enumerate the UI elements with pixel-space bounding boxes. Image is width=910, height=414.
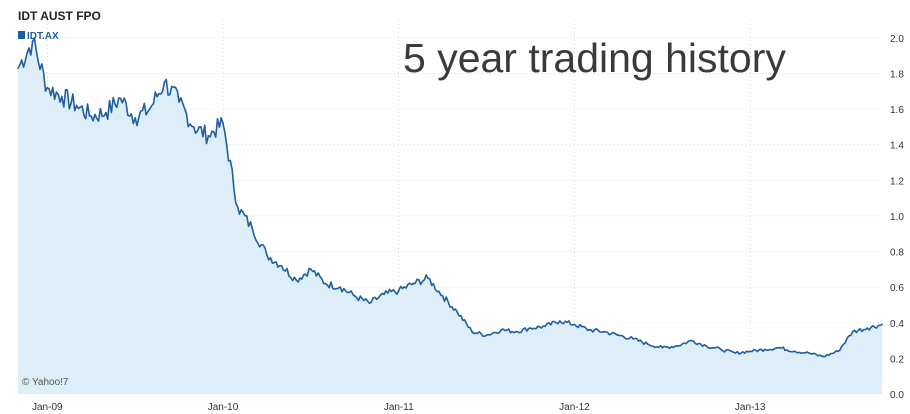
y-tick-label: 0.6 — [890, 283, 904, 294]
data-point — [661, 346, 664, 349]
data-point — [529, 327, 532, 329]
data-point — [192, 126, 195, 128]
data-point — [822, 355, 825, 358]
data-point — [397, 289, 400, 292]
data-point — [881, 323, 883, 326]
x-tick-label: Jan-11 — [384, 402, 414, 413]
data-point — [720, 348, 722, 351]
data-point — [573, 323, 576, 326]
x-axis: Jan-09 Jan-10 Jan-11 Jan-12 Jan-13 — [32, 402, 766, 413]
data-point — [500, 329, 503, 331]
y-axis: 0.0 0.2 0.4 0.6 0.8 1.0 1.2 1.4 1.6 1.8 2.0 — [890, 34, 904, 401]
data-point — [427, 277, 429, 280]
plot-area — [17, 37, 883, 394]
data-point — [676, 345, 678, 347]
series-line-idt-ax — [17, 37, 883, 358]
data-point — [324, 282, 327, 285]
data-point — [17, 67, 19, 69]
data-point — [280, 264, 283, 267]
y-tick-label: 1.4 — [890, 141, 904, 152]
data-point — [617, 334, 620, 337]
data-point — [383, 293, 385, 296]
data-point — [119, 97, 122, 100]
data-point — [588, 329, 590, 331]
data-point — [851, 330, 854, 333]
x-tick-label: Jan-09 — [32, 402, 63, 413]
data-point — [837, 350, 839, 353]
data-point — [734, 352, 737, 354]
y-tick-label: 0.2 — [890, 354, 904, 365]
y-tick-label: 2.0 — [890, 34, 904, 45]
y-tick-label: 1.8 — [890, 69, 904, 80]
data-point — [632, 337, 634, 340]
data-point — [339, 286, 342, 288]
x-tick-label: Jan-10 — [208, 402, 239, 413]
data-point — [515, 330, 517, 333]
data-point — [544, 325, 547, 328]
y-tick-label: 0.0 — [890, 390, 904, 401]
data-point — [602, 330, 605, 333]
data-point — [178, 101, 181, 103]
legend-swatch — [18, 31, 25, 39]
y-tick-label: 1.6 — [890, 105, 904, 116]
y-tick-label: 0.8 — [890, 248, 904, 259]
data-point — [793, 350, 795, 353]
data-point — [749, 350, 752, 353]
data-point — [807, 352, 810, 354]
data-point — [163, 81, 166, 84]
data-point — [763, 348, 766, 351]
data-point — [61, 95, 63, 98]
data-point — [90, 115, 93, 118]
data-point — [778, 346, 781, 349]
data-point — [866, 327, 869, 329]
data-point — [251, 227, 254, 230]
series-area-idt-ax — [18, 38, 882, 394]
data-point — [412, 282, 415, 285]
data-point — [31, 40, 34, 43]
y-tick-label: 0.4 — [890, 319, 904, 330]
x-tick-label: Jan-13 — [735, 402, 766, 413]
data-point — [441, 295, 444, 297]
data-point — [236, 206, 239, 208]
data-point — [646, 343, 649, 345]
data-point — [471, 330, 473, 333]
data-point — [105, 111, 107, 114]
data-point — [690, 339, 693, 342]
data-point — [485, 334, 488, 337]
y-tick-label: 1.2 — [890, 176, 904, 187]
data-point — [46, 86, 49, 89]
data-point — [310, 268, 312, 271]
data-point — [558, 320, 561, 322]
data-point — [222, 122, 224, 125]
x-tick-label: Jan-12 — [559, 402, 590, 413]
data-point — [295, 279, 298, 281]
legend-label-ticker-symbol: IDT.AX — [27, 31, 59, 42]
data-point — [266, 254, 268, 256]
data-point — [353, 295, 356, 297]
data-point — [368, 302, 371, 305]
data-point — [134, 117, 137, 119]
ticker-name: IDT AUST FPO — [18, 9, 101, 23]
data-point — [456, 311, 459, 313]
overlay-title: 5 year trading history — [403, 35, 786, 81]
data-point — [705, 345, 708, 347]
data-point — [207, 134, 210, 137]
data-point — [75, 104, 78, 107]
y-tick-label: 1.0 — [890, 212, 904, 223]
watermark: © Yahoo!7 — [22, 377, 69, 388]
data-point — [148, 108, 151, 110]
